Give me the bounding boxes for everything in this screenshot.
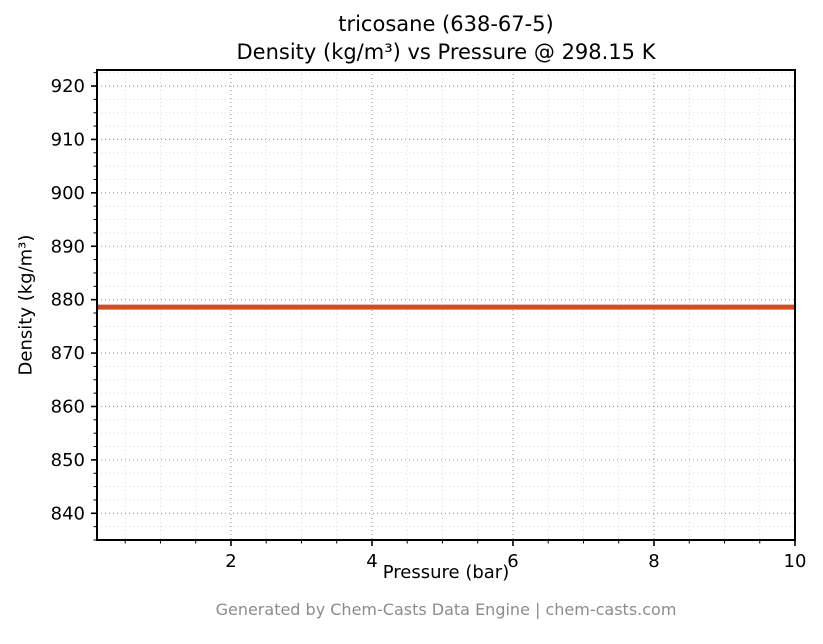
chart-title-line2: Density (kg/m³) vs Pressure @ 298.15 K [236,40,656,64]
y-tick-label: 840 [51,503,85,524]
y-tick-label: 870 [51,343,85,364]
plot-border [96,69,796,541]
y-tick-label: 890 [51,236,85,257]
x-tick-label: 8 [648,551,659,572]
y-axis-label: Density (kg/m³) [15,234,37,376]
y-tick-label: 920 [51,76,85,97]
x-tick-label: 2 [225,551,236,572]
axes [96,69,796,541]
tick-labels: 2 4 6 8 10 840 850 860 870 880 890 900 910 920 [51,76,807,572]
chart-title: tricosane (638-67-5) Density (kg/m³) vs … [97,10,795,66]
x-axis-label: Pressure (bar) [382,562,510,583]
chart-title-line1: tricosane (638-67-5) [338,12,554,36]
y-tick-label: 880 [51,290,85,311]
x-tick-label: 6 [507,551,518,572]
y-tick-label: 850 [51,450,85,471]
y-tick-label: 910 [51,129,85,150]
x-tick-label: 4 [366,551,377,572]
major-grid-lines [97,70,796,540]
x-tick-label: 10 [784,551,807,572]
y-tick-label: 860 [51,396,85,417]
tick-marks [91,72,796,546]
y-tick-label: 900 [51,183,85,204]
minor-grid-lines [97,70,795,541]
footer-text: Generated by Chem-Casts Data Engine | ch… [215,600,677,619]
